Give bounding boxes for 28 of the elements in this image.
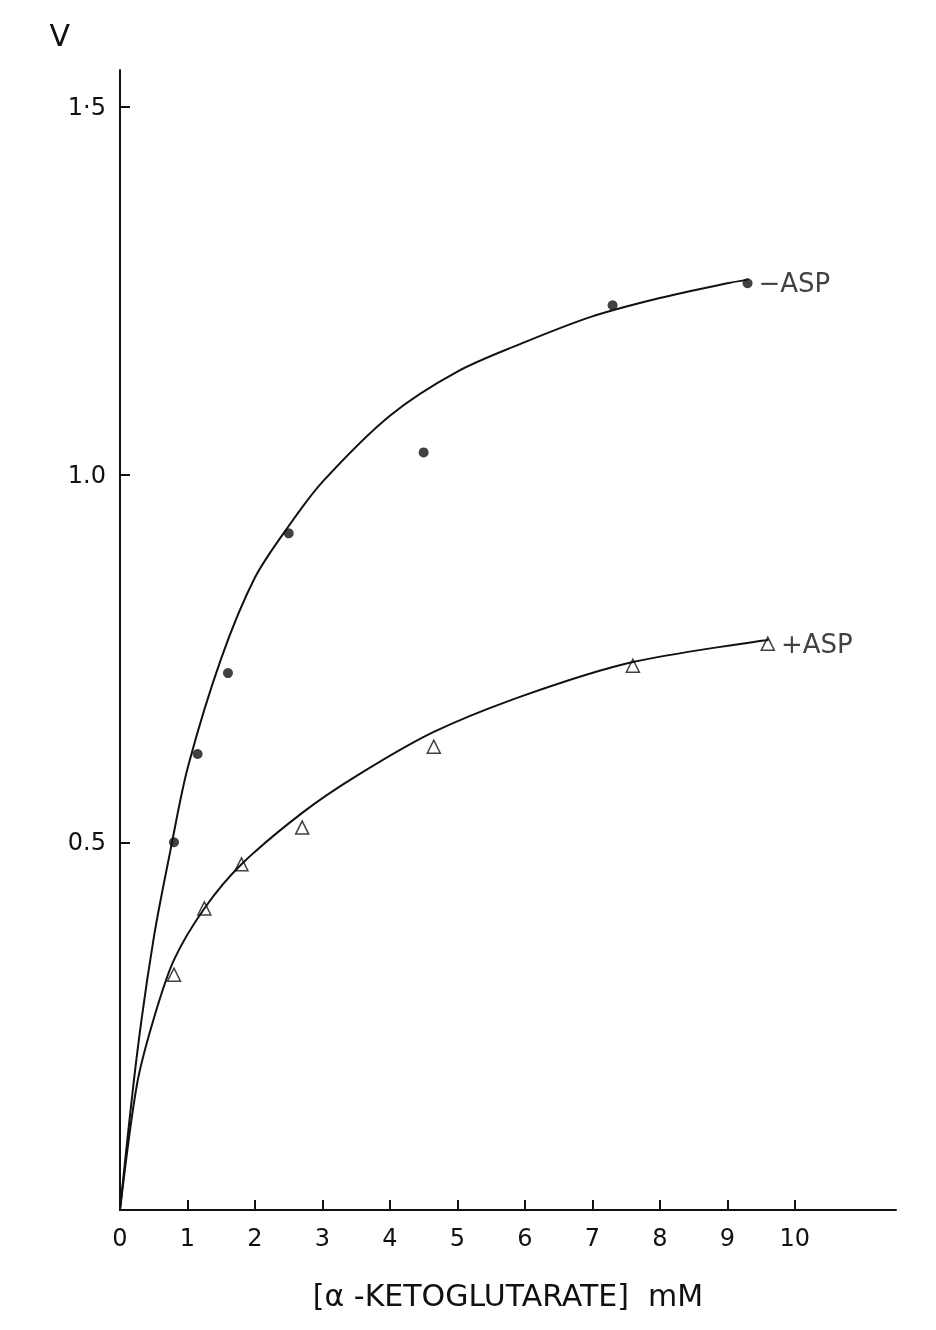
series-label: +ASP	[781, 628, 853, 659]
y-tick-label: 1.0	[67, 460, 106, 489]
x-tick-label: 9	[719, 1224, 735, 1252]
series-label: −ASP	[758, 268, 831, 299]
y-tick-label: 1·5	[67, 92, 106, 121]
x-tick-label: 1	[179, 1224, 196, 1252]
x-tick-label: 4	[382, 1224, 398, 1252]
x-tick-label: 8	[652, 1224, 668, 1252]
point	[283, 528, 294, 539]
y-tick-label: 0.5	[67, 828, 106, 857]
y-axis-title: V	[49, 17, 71, 53]
x-tick-label: 7	[584, 1224, 600, 1252]
point	[426, 739, 442, 754]
point	[294, 820, 310, 835]
x-axis-title: [α -KETOGLUTARATE] mM	[312, 1277, 704, 1313]
x-tick-label: 6	[517, 1224, 533, 1252]
point	[192, 749, 203, 759]
x-tick-label: 3	[314, 1224, 331, 1252]
point	[625, 658, 641, 673]
point	[418, 447, 429, 458]
x-tick-label: 5	[449, 1224, 466, 1252]
x-tick-label: 10	[779, 1224, 811, 1252]
x-tick-label: 2	[247, 1224, 263, 1252]
x-tick-label: 0	[112, 1224, 128, 1252]
point	[607, 300, 618, 311]
point	[166, 967, 182, 982]
point	[760, 636, 776, 651]
point	[222, 668, 233, 679]
